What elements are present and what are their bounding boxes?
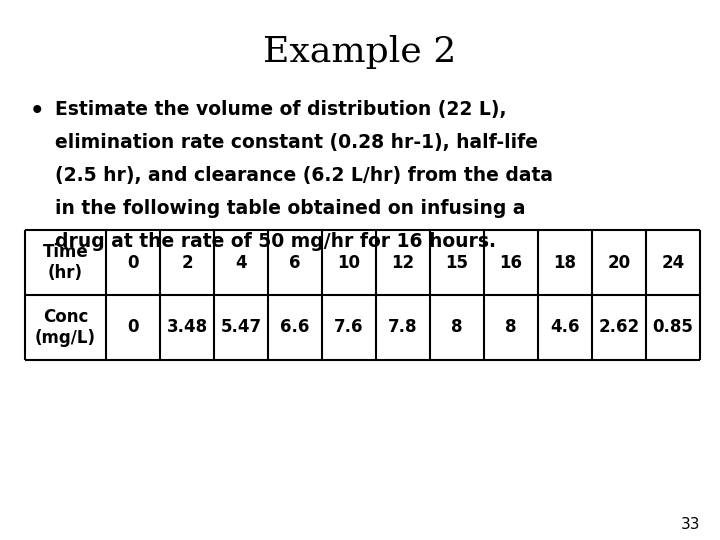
Text: 7.6: 7.6 [334,319,364,336]
Text: Conc
(mg/L): Conc (mg/L) [35,308,96,347]
Text: 0.85: 0.85 [652,319,693,336]
Text: 15: 15 [446,253,469,272]
Text: 20: 20 [608,253,631,272]
Text: 10: 10 [338,253,361,272]
Text: 0: 0 [127,319,139,336]
Text: 4.6: 4.6 [550,319,580,336]
Text: 12: 12 [392,253,415,272]
Text: 0: 0 [127,253,139,272]
Text: 5.47: 5.47 [220,319,261,336]
Text: in the following table obtained on infusing a: in the following table obtained on infus… [55,199,526,218]
Text: Estimate the volume of distribution (22 L),: Estimate the volume of distribution (22 … [55,100,506,119]
Text: 33: 33 [680,517,700,532]
Text: 2: 2 [181,253,193,272]
Text: •: • [30,100,45,123]
Text: 3.48: 3.48 [166,319,207,336]
Text: 8: 8 [505,319,517,336]
Text: 4: 4 [235,253,247,272]
Text: 8: 8 [451,319,463,336]
Text: 6.6: 6.6 [280,319,310,336]
Text: Time
(hr): Time (hr) [42,243,89,282]
Text: drug at the rate of 50 mg/hr for 16 hours.: drug at the rate of 50 mg/hr for 16 hour… [55,232,496,251]
Text: 16: 16 [500,253,523,272]
Text: elimination rate constant (0.28 hr-1), half-life: elimination rate constant (0.28 hr-1), h… [55,133,538,152]
Text: 6: 6 [289,253,301,272]
Text: 7.8: 7.8 [388,319,418,336]
Text: 2.62: 2.62 [598,319,639,336]
Text: Example 2: Example 2 [264,35,456,69]
Text: 18: 18 [554,253,577,272]
Text: 24: 24 [662,253,685,272]
Text: (2.5 hr), and clearance (6.2 L/hr) from the data: (2.5 hr), and clearance (6.2 L/hr) from … [55,166,553,185]
